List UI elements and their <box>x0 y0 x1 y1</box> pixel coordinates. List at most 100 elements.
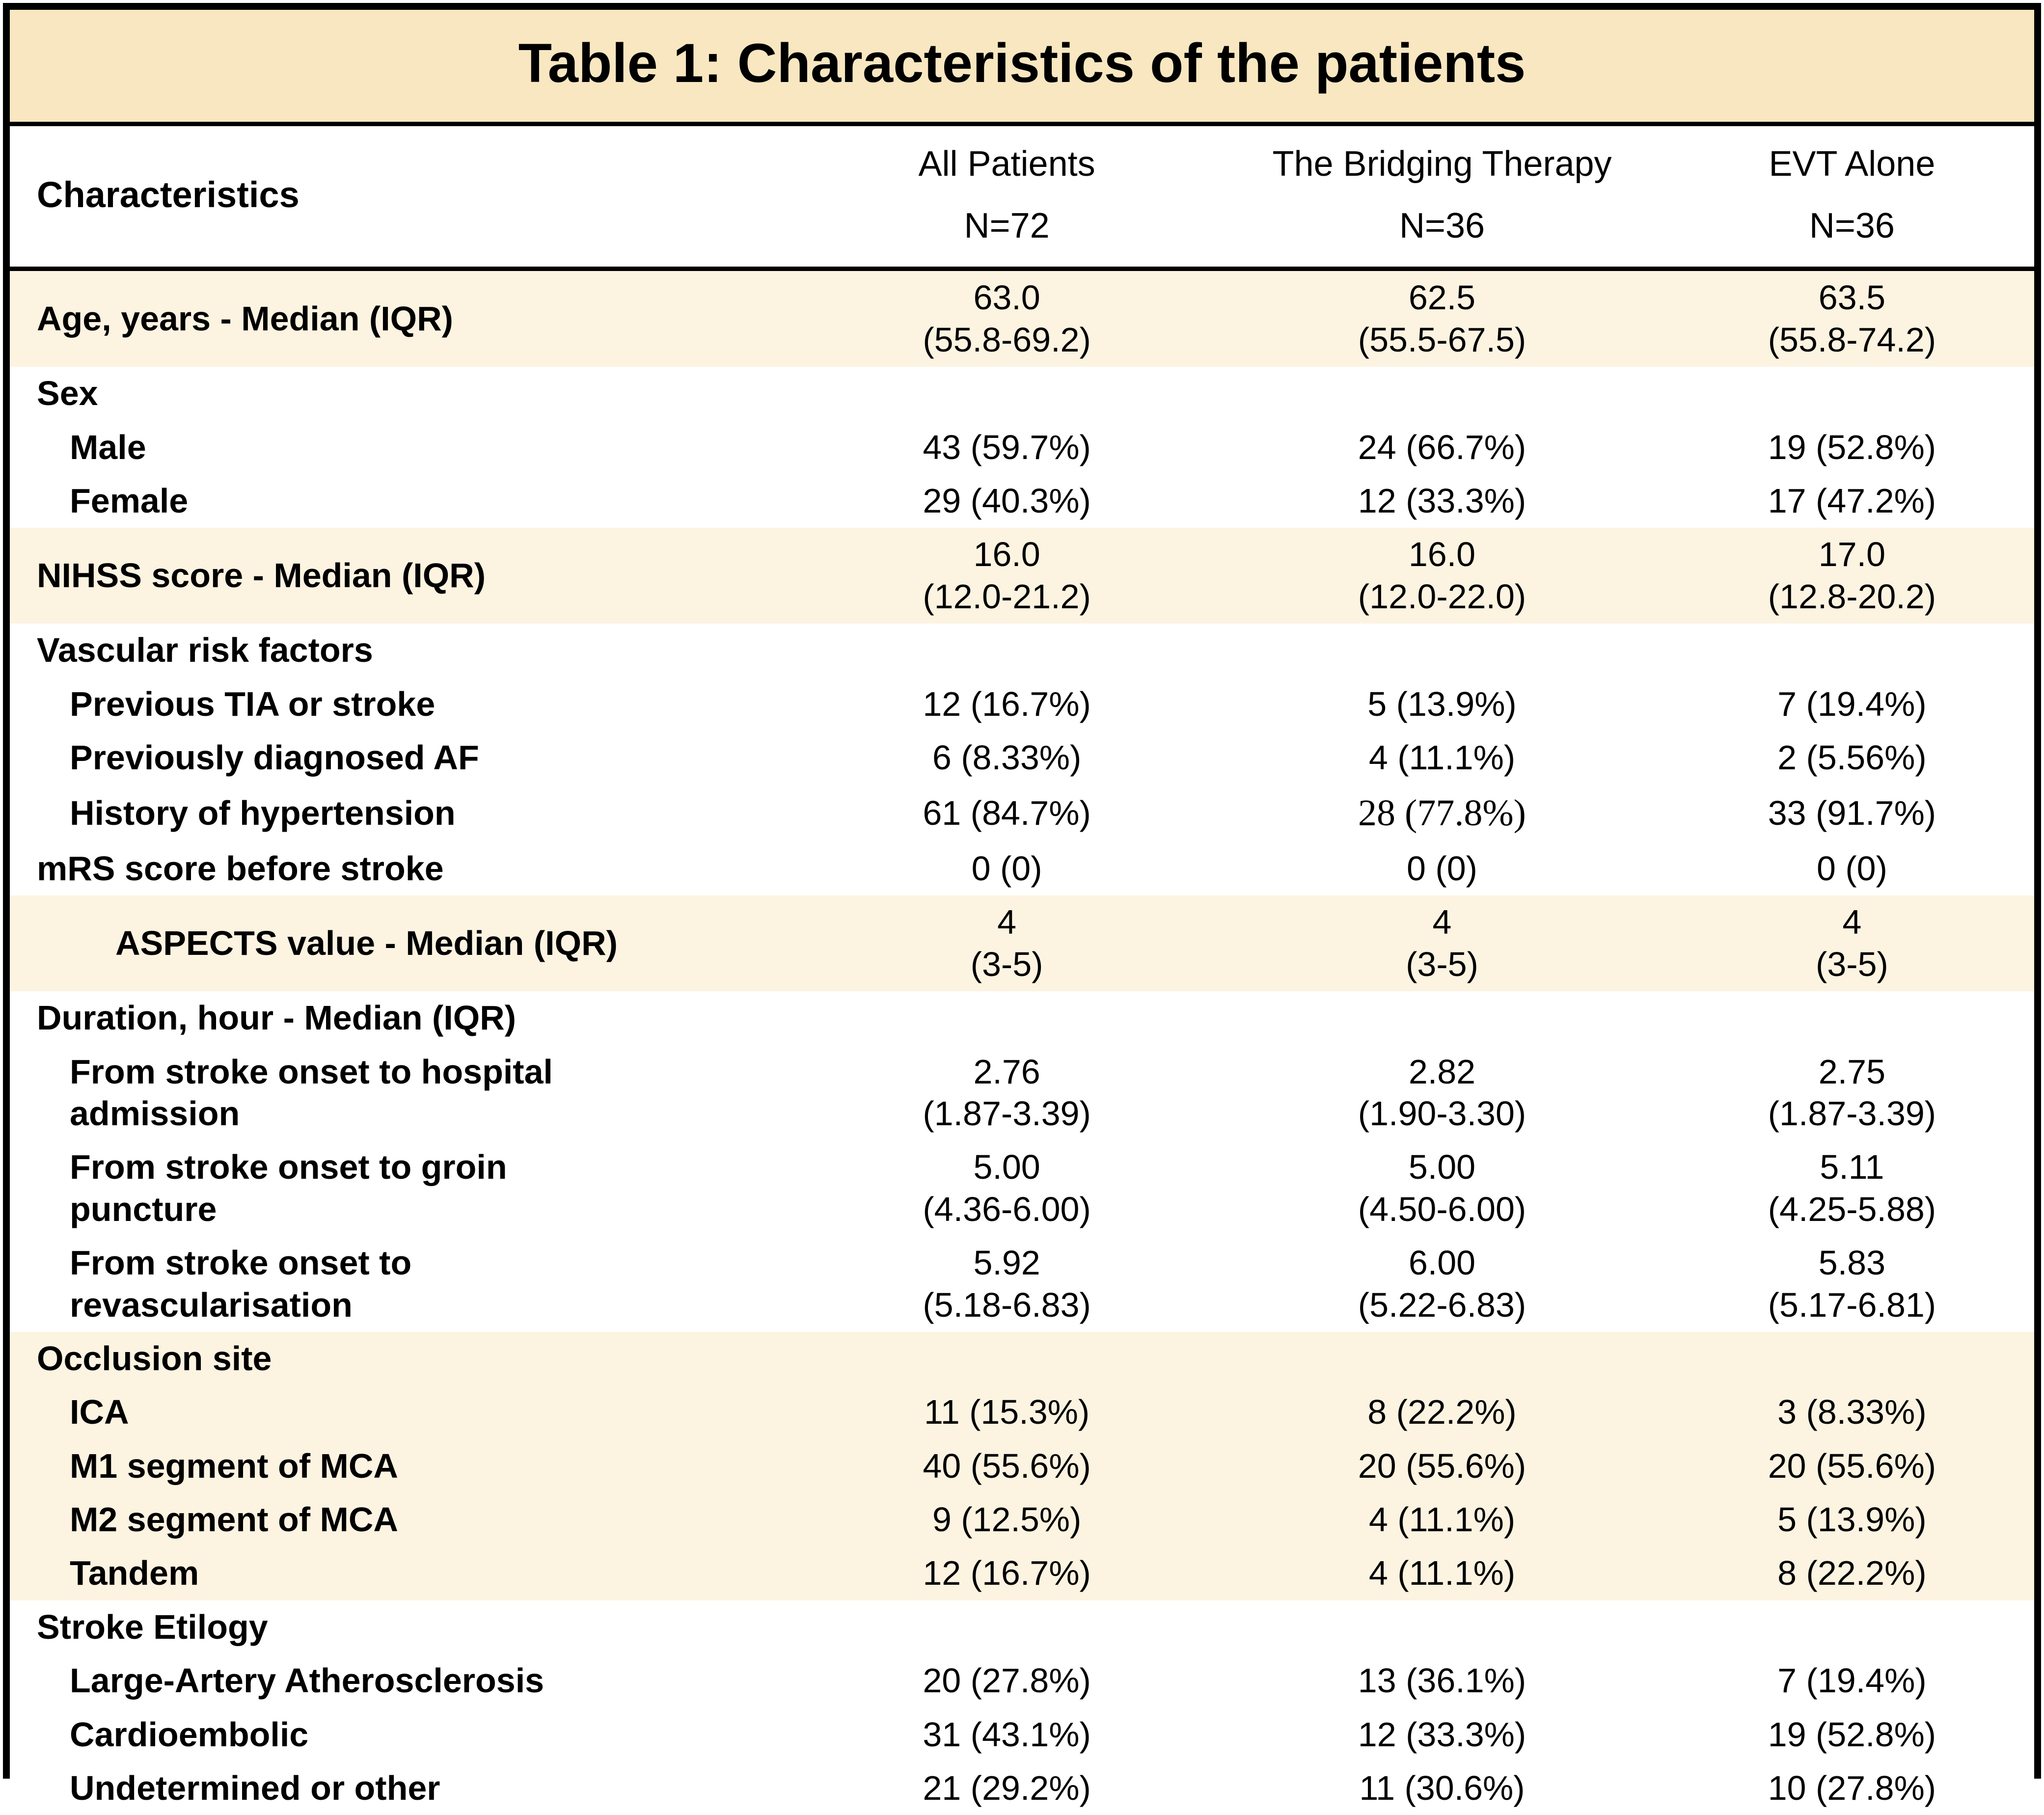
row-label: Large-Artery Atherosclerosis <box>10 1654 799 1707</box>
header-characteristics: Characteristics <box>10 126 799 269</box>
cell-value: 5 (13.9%) <box>1670 1493 2034 1546</box>
table-row: Stroke Etilogy <box>10 1600 2034 1654</box>
cell-value: 9 (12.5%) <box>799 1493 1214 1546</box>
row-label: Stroke Etilogy <box>10 1600 799 1654</box>
cell-value: 63.0 (55.8-69.2) <box>799 269 1214 367</box>
table-row: Age, years - Median (IQR)63.0 (55.8-69.2… <box>10 269 2034 367</box>
cell-value: 63.5 (55.8-74.2) <box>1670 269 2034 367</box>
row-label: History of hypertension <box>10 785 799 842</box>
cell-value: 12 (33.3%) <box>1214 474 1670 528</box>
cell-value: 24 (66.7%) <box>1214 421 1670 474</box>
table-title: Table 1: Characteristics of the patients <box>10 10 2034 126</box>
table-row: Sex <box>10 367 2034 420</box>
cell-value: 11 (15.3%) <box>799 1385 1214 1439</box>
cell-value: 5 (13.9%) <box>1214 677 1670 731</box>
cell-value: 2 (5.56%) <box>1670 731 2034 785</box>
row-label: From stroke onset to groin puncture <box>10 1140 799 1236</box>
cell-value: 0 (0) <box>1214 842 1670 895</box>
header-all-patients: All Patients N=72 <box>799 126 1214 269</box>
cell-value: 17.0 (12.8-20.2) <box>1670 528 2034 623</box>
cell-value: 2.82 (1.90-3.30) <box>1214 1045 1670 1141</box>
header-bridging-therapy: The Bridging Therapy N=36 <box>1214 126 1670 269</box>
cell-value: 16.0 (12.0-21.2) <box>799 528 1214 623</box>
cell-value: 8 (22.2%) <box>1214 1385 1670 1439</box>
cell-value: 17 (47.2%) <box>1670 474 2034 528</box>
cell-value: 2.75 (1.87-3.39) <box>1670 1045 2034 1141</box>
cell-value: 12 (33.3%) <box>1214 1708 1670 1761</box>
cell-value: 4 (3-5) <box>1214 895 1670 991</box>
cell-value: 7 (19.4%) <box>1670 677 2034 731</box>
cell-value: 5.00 (4.50-6.00) <box>1214 1140 1670 1236</box>
cell-value: 29 (40.3%) <box>799 474 1214 528</box>
cell-value: 4 (11.1%) <box>1214 731 1670 785</box>
header-evt-alone: EVT Alone N=36 <box>1670 126 2034 269</box>
cell-value: 4 (3-5) <box>1670 895 2034 991</box>
cell-value: 10 (27.8%) <box>1670 1761 2034 1815</box>
row-label: Female <box>10 474 799 528</box>
characteristics-table: Characteristics All Patients N=72 The Br… <box>10 126 2034 1815</box>
row-label: Previously diagnosed AF <box>10 731 799 785</box>
row-label: ICA <box>10 1385 799 1439</box>
row-label: From stroke onset to hospital admission <box>10 1045 799 1141</box>
cell-value <box>799 1600 1214 1654</box>
row-label: Occlusion site <box>10 1332 799 1385</box>
cell-value: 20 (55.6%) <box>1214 1439 1670 1493</box>
row-label: mRS score before stroke <box>10 842 799 895</box>
cell-value <box>1214 623 1670 677</box>
row-label: Previous TIA or stroke <box>10 677 799 731</box>
cell-value: 0 (0) <box>799 842 1214 895</box>
cell-value: 4 (11.1%) <box>1214 1493 1670 1546</box>
row-label: M2 segment of MCA <box>10 1493 799 1546</box>
cell-value <box>1670 1332 2034 1385</box>
cell-value <box>1214 367 1670 420</box>
cell-value: 5.83 (5.17-6.81) <box>1670 1236 2034 1332</box>
cell-value: 5.92 (5.18-6.83) <box>799 1236 1214 1332</box>
row-label: NIHSS score - Median (IQR) <box>10 528 799 623</box>
row-label: Tandem <box>10 1546 799 1600</box>
cell-value: 5.00 (4.36-6.00) <box>799 1140 1214 1236</box>
cell-value: 5.11 (4.25-5.88) <box>1670 1140 2034 1236</box>
cell-value <box>799 367 1214 420</box>
cell-value: 2.76 (1.87-3.39) <box>799 1045 1214 1141</box>
table-header: Characteristics All Patients N=72 The Br… <box>10 126 2034 269</box>
cell-value: 7 (19.4%) <box>1670 1654 2034 1707</box>
cell-value: 20 (55.6%) <box>1670 1439 2034 1493</box>
cell-value: 21 (29.2%) <box>799 1761 1214 1815</box>
row-label: Vascular risk factors <box>10 623 799 677</box>
cell-value: 20 (27.8%) <box>799 1654 1214 1707</box>
cell-value <box>799 623 1214 677</box>
cell-value: 33 (91.7%) <box>1670 785 2034 842</box>
cell-value: 28 (77.8%) <box>1214 785 1670 842</box>
table-row: ASPECTS value - Median (IQR) 4 (3-5)4 (3-… <box>10 895 2034 991</box>
cell-value: 13 (36.1%) <box>1214 1654 1670 1707</box>
cell-value: 6.00 (5.22-6.83) <box>1214 1236 1670 1332</box>
table-row: Duration, hour - Median (IQR) <box>10 991 2034 1045</box>
table-row: Vascular risk factors <box>10 623 2034 677</box>
row-label: ASPECTS value - Median (IQR) <box>10 895 799 991</box>
cell-value: 12 (16.7%) <box>799 1546 1214 1600</box>
cell-value: 43 (59.7%) <box>799 421 1214 474</box>
cell-value: 19 (52.8%) <box>1670 421 2034 474</box>
cell-value: 3 (8.33%) <box>1670 1385 2034 1439</box>
table-row: NIHSS score - Median (IQR)16.0 (12.0-21.… <box>10 528 2034 623</box>
patient-characteristics-table: Table 1: Characteristics of the patients… <box>3 3 2041 1779</box>
cell-value: 31 (43.1%) <box>799 1708 1214 1761</box>
cell-value <box>799 1332 1214 1385</box>
row-label: Sex <box>10 367 799 420</box>
cell-value: 62.5 (55.5-67.5) <box>1214 269 1670 367</box>
cell-value <box>1670 1600 2034 1654</box>
row-label: Cardioembolic <box>10 1708 799 1761</box>
